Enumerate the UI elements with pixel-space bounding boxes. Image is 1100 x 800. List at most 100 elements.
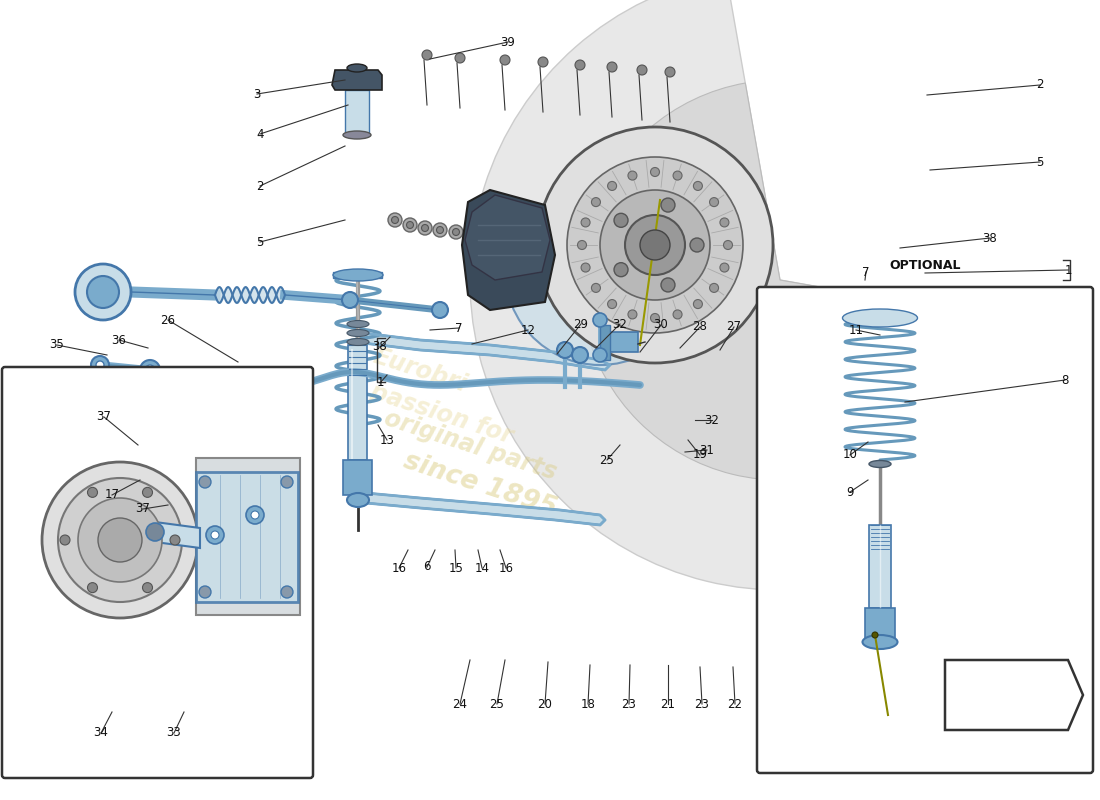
Text: 21: 21 bbox=[660, 698, 675, 710]
Text: 8: 8 bbox=[1062, 374, 1069, 386]
Text: 39: 39 bbox=[500, 35, 516, 49]
Text: 18: 18 bbox=[581, 698, 595, 710]
Circle shape bbox=[572, 347, 588, 363]
Polygon shape bbox=[333, 272, 382, 278]
Text: 17: 17 bbox=[104, 489, 120, 502]
Circle shape bbox=[581, 263, 590, 272]
Text: 9: 9 bbox=[846, 486, 854, 498]
Circle shape bbox=[719, 263, 729, 272]
Polygon shape bbox=[332, 70, 382, 90]
Text: 29: 29 bbox=[573, 318, 588, 330]
Circle shape bbox=[640, 230, 670, 260]
Text: 22: 22 bbox=[727, 698, 742, 710]
Circle shape bbox=[421, 225, 429, 231]
Circle shape bbox=[637, 65, 647, 75]
Text: 20: 20 bbox=[538, 698, 552, 710]
Text: 23: 23 bbox=[694, 698, 710, 710]
Circle shape bbox=[607, 299, 617, 309]
Text: 1: 1 bbox=[376, 377, 384, 390]
Circle shape bbox=[673, 310, 682, 319]
Circle shape bbox=[342, 292, 358, 308]
Circle shape bbox=[78, 498, 162, 582]
Circle shape bbox=[607, 182, 617, 190]
Circle shape bbox=[42, 462, 198, 618]
Polygon shape bbox=[155, 522, 200, 548]
Polygon shape bbox=[869, 525, 891, 608]
Circle shape bbox=[614, 262, 628, 277]
Text: 16: 16 bbox=[392, 562, 407, 574]
Circle shape bbox=[280, 586, 293, 598]
Circle shape bbox=[650, 167, 660, 177]
Polygon shape bbox=[610, 332, 638, 352]
Polygon shape bbox=[600, 325, 610, 360]
Text: 15: 15 bbox=[449, 562, 463, 574]
Polygon shape bbox=[196, 472, 298, 602]
Circle shape bbox=[724, 241, 733, 250]
Text: 7: 7 bbox=[455, 322, 463, 334]
Text: 16: 16 bbox=[498, 562, 514, 574]
Circle shape bbox=[661, 278, 675, 292]
Text: OPTIONAL: OPTIONAL bbox=[889, 259, 960, 272]
Circle shape bbox=[673, 171, 682, 180]
Text: 26: 26 bbox=[161, 314, 176, 326]
Polygon shape bbox=[355, 332, 610, 370]
Text: 33: 33 bbox=[166, 726, 182, 739]
Polygon shape bbox=[355, 492, 605, 525]
Circle shape bbox=[407, 222, 414, 229]
Circle shape bbox=[593, 313, 607, 327]
Polygon shape bbox=[343, 460, 372, 495]
Circle shape bbox=[592, 198, 601, 206]
Circle shape bbox=[88, 487, 98, 498]
Ellipse shape bbox=[346, 64, 367, 72]
Text: 25: 25 bbox=[600, 454, 615, 466]
Ellipse shape bbox=[843, 309, 917, 327]
Text: 7: 7 bbox=[862, 266, 870, 278]
Ellipse shape bbox=[333, 269, 383, 281]
Circle shape bbox=[628, 310, 637, 319]
Text: 3: 3 bbox=[253, 87, 261, 101]
Circle shape bbox=[666, 67, 675, 77]
Polygon shape bbox=[345, 90, 368, 135]
Circle shape bbox=[96, 361, 104, 369]
Polygon shape bbox=[196, 458, 300, 615]
Circle shape bbox=[98, 518, 142, 562]
Circle shape bbox=[246, 506, 264, 524]
Circle shape bbox=[710, 283, 718, 293]
Text: 6: 6 bbox=[424, 561, 431, 574]
Circle shape bbox=[693, 299, 703, 309]
Circle shape bbox=[143, 582, 153, 593]
Circle shape bbox=[170, 535, 180, 545]
Circle shape bbox=[537, 127, 773, 363]
Circle shape bbox=[251, 511, 258, 519]
Circle shape bbox=[60, 535, 70, 545]
Ellipse shape bbox=[346, 338, 368, 346]
Circle shape bbox=[614, 214, 628, 227]
Circle shape bbox=[280, 476, 293, 488]
Text: 25: 25 bbox=[490, 698, 505, 710]
Circle shape bbox=[88, 582, 98, 593]
Text: 2: 2 bbox=[1036, 78, 1044, 91]
Circle shape bbox=[566, 157, 742, 333]
Circle shape bbox=[211, 531, 219, 539]
Circle shape bbox=[607, 62, 617, 72]
Circle shape bbox=[437, 226, 443, 234]
Circle shape bbox=[199, 476, 211, 488]
Circle shape bbox=[143, 487, 153, 498]
Text: 19: 19 bbox=[693, 449, 707, 462]
Text: 32: 32 bbox=[613, 318, 627, 330]
Polygon shape bbox=[945, 660, 1084, 730]
Circle shape bbox=[455, 53, 465, 63]
Circle shape bbox=[140, 360, 159, 380]
Text: 23: 23 bbox=[621, 698, 637, 710]
Circle shape bbox=[690, 238, 704, 252]
Text: 37: 37 bbox=[135, 502, 151, 515]
Ellipse shape bbox=[343, 131, 371, 139]
Text: 37: 37 bbox=[97, 410, 111, 423]
Circle shape bbox=[146, 523, 164, 541]
Circle shape bbox=[650, 314, 660, 322]
Circle shape bbox=[592, 283, 601, 293]
Text: 5: 5 bbox=[256, 235, 264, 249]
Circle shape bbox=[593, 348, 607, 362]
Circle shape bbox=[145, 365, 155, 375]
Wedge shape bbox=[580, 83, 977, 480]
